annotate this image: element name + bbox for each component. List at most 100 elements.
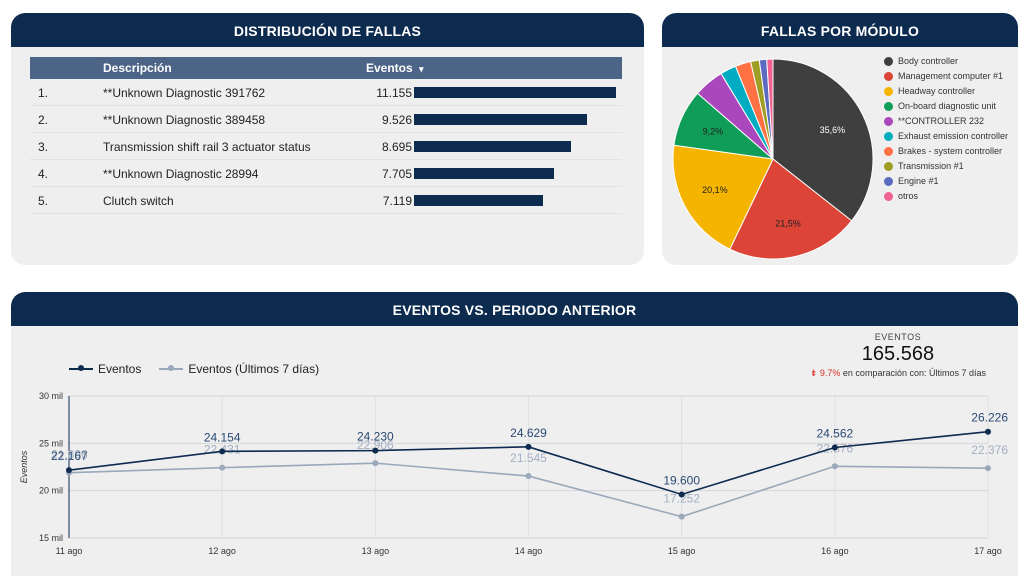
legend-item[interactable]: otros [884, 191, 1014, 202]
data-point[interactable] [66, 467, 72, 474]
legend-dot-icon [884, 72, 893, 81]
eventos-title: EVENTOS VS. PERIODO ANTERIOR [11, 292, 1018, 326]
pie-slice[interactable] [766, 58, 774, 160]
data-label: 17.252 [663, 492, 700, 506]
kpi-scorecard: EVENTOS 165.568 ⇟ 9.7% en comparación co… [810, 332, 986, 379]
x-tick-label: 15 ago [668, 546, 696, 556]
row-description: **Unknown Diagnostic 389458 [103, 113, 266, 127]
data-point[interactable] [678, 513, 685, 520]
pie-slice-label: 9,2% [703, 127, 724, 137]
row-description: **Unknown Diagnostic 391762 [103, 86, 266, 100]
line-legend: Eventos Eventos (Últimos 7 días) [69, 362, 337, 376]
row-bar [414, 114, 587, 125]
y-tick-label: 20 mil [39, 486, 63, 496]
row-description: **Unknown Diagnostic 28994 [103, 167, 259, 181]
legend-label: Body controller [898, 56, 959, 66]
sort-desc-icon[interactable]: ▾ [419, 64, 424, 74]
pie-slice-label: 21,5% [775, 218, 801, 228]
legend-label: Headway controller [898, 86, 976, 96]
pie-slice[interactable] [672, 144, 774, 250]
data-point[interactable] [985, 465, 991, 472]
legend-item[interactable]: Body controller [884, 56, 1014, 67]
legend-item[interactable]: **CONTROLLER 232 [884, 116, 1014, 127]
legend-dot-icon [884, 177, 893, 186]
table-row[interactable]: 1. **Unknown Diagnostic 391762 11.155 [30, 79, 622, 106]
y-tick-label: 15 mil [39, 533, 63, 543]
data-point[interactable] [985, 428, 991, 435]
legend-dot-icon [884, 87, 893, 96]
legend-item[interactable]: Transmission #1 [884, 161, 1014, 172]
row-value: 7.119 [382, 194, 412, 208]
data-point[interactable] [372, 447, 379, 454]
data-point[interactable] [372, 460, 379, 467]
legend-line-icon [69, 365, 93, 371]
data-label: 24.230 [357, 430, 394, 444]
table-row[interactable]: 2. **Unknown Diagnostic 389458 9.526 [30, 106, 622, 133]
y-tick-label: 25 mil [39, 438, 63, 448]
legend-label: **CONTROLLER 232 [898, 116, 985, 126]
data-label: 24.629 [510, 426, 547, 440]
legend-label: Transmission #1 [898, 161, 964, 171]
row-bar [414, 195, 543, 206]
data-point[interactable] [525, 443, 532, 450]
data-point[interactable] [831, 463, 838, 470]
pie-slice-label: 35,6% [820, 125, 846, 135]
x-tick-label: 13 ago [362, 546, 390, 556]
legend-item[interactable]: Engine #1 [884, 176, 1014, 187]
data-point[interactable] [219, 464, 226, 471]
data-label: 19.600 [663, 473, 700, 487]
legend-label-eventos: Eventos [98, 362, 142, 376]
pie-slice-label: 20,1% [702, 185, 728, 195]
header-eventos-label: Eventos [366, 61, 413, 75]
row-value: 11.155 [376, 86, 412, 100]
table-row[interactable]: 4. **Unknown Diagnostic 28994 7.705 [30, 160, 622, 187]
data-label: 22.376 [971, 443, 1008, 457]
legend-item-previous[interactable]: Eventos (Últimos 7 días) [159, 362, 319, 376]
data-label: 26.226 [971, 411, 1008, 425]
legend-item[interactable]: On-board diagnostic unit [884, 101, 1014, 112]
data-point[interactable] [219, 448, 226, 455]
legend-label-previous: Eventos (Últimos 7 días) [188, 362, 320, 376]
legend-label: Engine #1 [898, 176, 939, 186]
kpi-delta-text: en comparación con: Últimos 7 días [840, 368, 986, 378]
legend-item[interactable]: Exhaust emission controller [884, 131, 1014, 142]
modulo-title: FALLAS POR MÓDULO [662, 13, 1018, 47]
pie-slice[interactable] [772, 58, 874, 222]
data-label: 22.167 [51, 449, 88, 463]
row-number: 4. [38, 167, 49, 181]
pie-legend: Body controller Management computer #1 Hea… [884, 56, 1014, 206]
row-bar [414, 87, 616, 98]
legend-label: Exhaust emission controller [898, 131, 1009, 141]
distribucion-card: DISTRIBUCIÓN DE FALLAS Descripción Event… [11, 13, 644, 265]
legend-item[interactable]: Headway controller [884, 86, 1014, 97]
pie-slice[interactable] [729, 158, 853, 260]
legend-label: Brakes - system controller [898, 146, 1003, 156]
row-bar [414, 141, 572, 152]
row-number: 3. [38, 140, 49, 154]
row-description: Transmission shift rail 3 actuator statu… [103, 140, 311, 154]
row-bar [414, 168, 554, 179]
legend-item[interactable]: Management computer #1 [884, 71, 1014, 82]
data-label: 21.545 [510, 451, 547, 465]
row-value: 9.526 [381, 113, 412, 127]
legend-item[interactable]: Brakes - system controller [884, 146, 1014, 157]
data-point[interactable] [831, 444, 838, 451]
legend-dot-icon [884, 147, 893, 156]
legend-item-eventos[interactable]: Eventos [69, 362, 141, 376]
header-eventos[interactable]: Eventos ▾ [366, 61, 424, 75]
kpi-delta: ⇟ 9.7% en comparación con: Últimos 7 día… [810, 368, 986, 379]
data-point[interactable] [525, 473, 532, 480]
x-tick-label: 17 ago [974, 546, 1002, 556]
legend-dot-icon [884, 132, 893, 141]
data-point[interactable] [678, 491, 685, 498]
kpi-value: 165.568 [861, 343, 935, 365]
legend-label: Management computer #1 [898, 71, 1004, 81]
header-descripcion[interactable]: Descripción [103, 61, 172, 75]
kpi-delta-pct: 9.7% [819, 368, 841, 378]
table-row[interactable]: 3. Transmission shift rail 3 actuator sta… [30, 133, 622, 160]
line-chart: 15 mil 20 mil 25 mil 30 mil 11 ago 12 ago 13 a… [19, 391, 1008, 556]
legend-label: otros [898, 191, 919, 201]
table-row[interactable]: 5. Clutch switch 7.119 [30, 187, 622, 214]
x-tick-label: 11 ago [56, 546, 83, 556]
table-body: 1. **Unknown Diagnostic 391762 11.155 2. **U… [30, 79, 622, 214]
